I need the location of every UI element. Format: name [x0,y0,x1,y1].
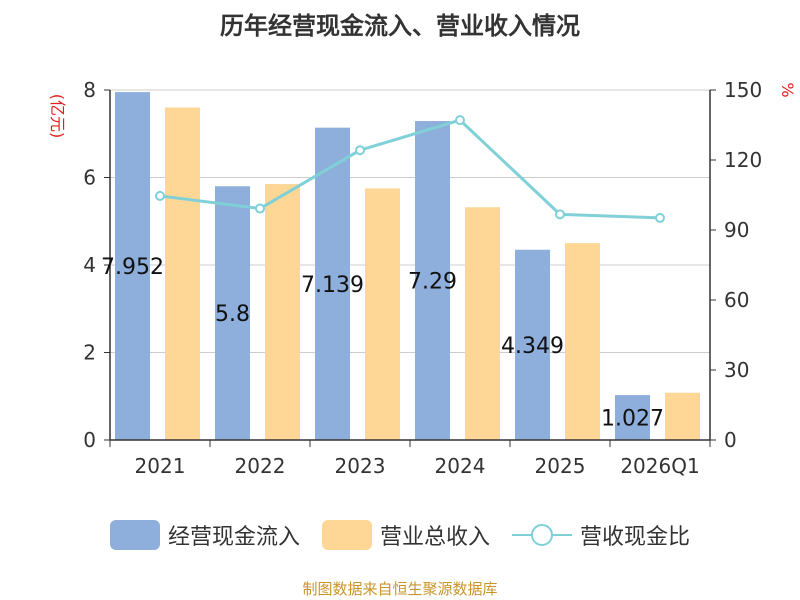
x-axis-tick-label: 2022 [235,454,286,478]
data-labels: 7.952 5.8 7.139 7.29 4.349 1.027 [101,255,664,431]
x-axis-tick-label: 2021 [135,454,186,478]
data-label-cash-inflow: 1.027 [601,407,664,432]
right-axis-tick-label: 120 [724,148,762,172]
source-note: 制图数据来自恒生聚源数据库 [302,580,498,598]
x-axis-tick-label: 2025 [535,454,586,478]
legend-item-revenue[interactable]: 营业总收入 [321,519,490,551]
ratio-line-path [159,118,661,220]
left-axis-unit-label: (亿元) [48,94,67,139]
left-axis-tick-label: 4 [83,253,96,277]
right-axis-tick-label: 90 [724,218,749,242]
ratio-line-point [355,145,365,156]
bar-cash-inflow [515,249,550,440]
legend-label-cash-inflow: 经营现金流入 [167,525,300,550]
grid-lines [110,89,710,353]
bar-cash-inflow [415,121,450,440]
legend-swatch-revenue [321,520,372,550]
ratio-line-point [155,190,165,201]
bar-revenue [565,243,600,440]
bars [115,92,700,440]
ratio-line-point [255,203,265,214]
left-axis-tick-label: 0 [83,428,96,452]
data-label-cash-inflow: 4.349 [501,334,564,359]
ratio-line-point [655,212,665,223]
bar-revenue [365,188,400,440]
bar-cash-inflow [215,186,250,440]
axes: 0 2 4 6 8 0 30 60 90 120 150 (亿元)% 2021 2022 2023 2024 2… [48,78,797,478]
legend-label-ratio: 营收现金比 [580,525,691,550]
legend-swatch-cash-inflow [109,520,160,550]
left-axis-tick-label: 8 [83,78,96,102]
bar-revenue [265,184,300,440]
data-label-cash-inflow: 7.952 [101,255,164,280]
legend-swatch-ratio [512,520,572,550]
legend-item-cash-inflow[interactable]: 经营现金流入 [109,519,300,551]
legend-item-ratio[interactable]: 营收现金比 [512,519,690,551]
legend: 经营现金流入 营业总收入 营收现金比 [0,518,800,552]
right-axis-unit-label: % [778,82,797,97]
bar-cash-inflow [615,395,650,440]
left-axis-tick-label: 6 [83,166,96,190]
bar-revenue [165,107,200,440]
right-axis-tick-label: 30 [724,358,749,382]
x-axis-tick-label: 2024 [435,454,486,478]
ratio-line-point [555,209,565,220]
data-label-cash-inflow: 5.8 [215,302,250,327]
ratio-line-point [455,115,465,126]
bar-revenue [465,207,500,440]
legend-label-revenue: 营业总收入 [379,525,490,550]
right-axis-tick-label: 150 [724,78,762,102]
bar-cash-inflow [115,92,150,440]
chart-title: 历年经营现金流入、营业收入情况 [220,12,580,40]
x-axis-tick-label: 2026Q1 [620,454,699,478]
data-label-cash-inflow: 7.29 [408,270,457,295]
bar-cash-inflow [315,127,350,440]
ratio-line [155,115,665,223]
right-axis-tick-label: 60 [724,288,749,312]
right-axis-tick-label: 0 [724,428,737,452]
data-label-cash-inflow: 7.139 [301,273,364,298]
bar-revenue [665,392,700,440]
x-axis-tick-label: 2023 [335,454,386,478]
left-axis-tick-label: 2 [83,341,96,365]
